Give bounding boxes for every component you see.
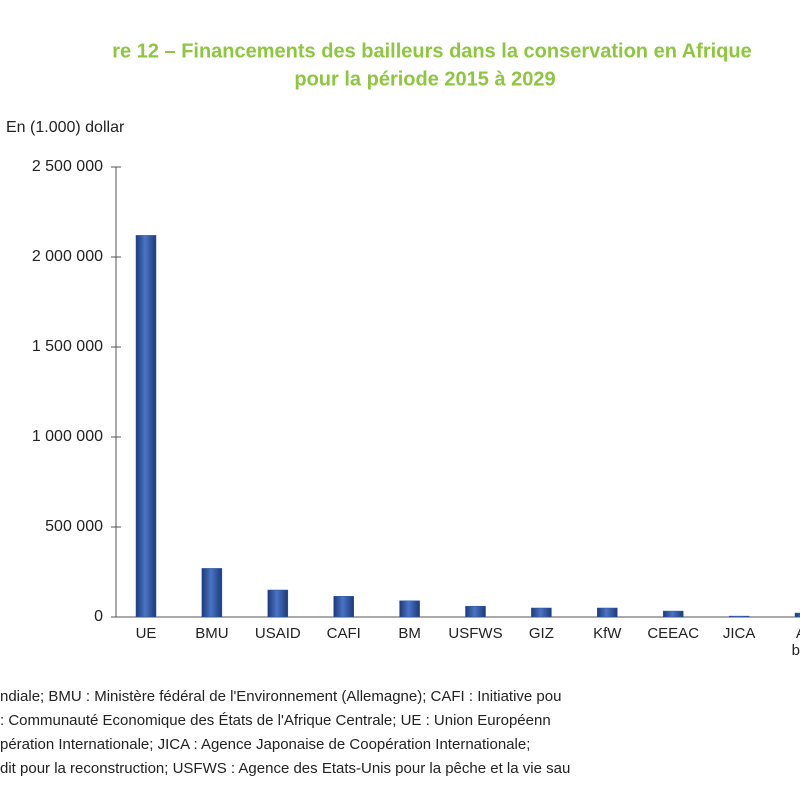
y-tick-label: 1 000 000 xyxy=(32,428,103,445)
y-tick-label: 1 500 000 xyxy=(32,338,103,355)
x-tick-label: CEEAC xyxy=(647,625,699,642)
y-axis-label: En (1.000) dollar xyxy=(6,119,125,136)
y-tick-label: 0 xyxy=(94,608,103,625)
bar xyxy=(794,612,800,618)
x-tick-label: Aubaill xyxy=(792,625,800,659)
bar xyxy=(465,605,486,618)
y-tick-label: 2 000 000 xyxy=(32,248,103,265)
bar xyxy=(399,600,420,618)
bar xyxy=(201,568,223,618)
bar xyxy=(597,607,618,618)
y-tick-label: 500 000 xyxy=(45,518,103,535)
x-tick-label: JICA xyxy=(723,625,756,642)
bar xyxy=(728,615,750,618)
bar xyxy=(531,607,552,618)
x-tick-label: BMU xyxy=(195,625,228,642)
bar xyxy=(267,589,289,618)
footnote-line: ndiale; BMU : Ministère fédéral de l'Env… xyxy=(0,688,561,705)
bar xyxy=(333,596,354,618)
x-tick-label: CAFI xyxy=(327,625,361,642)
footnote-line: pération Internationale; JICA : Agence J… xyxy=(0,736,530,753)
x-tick-label: BM xyxy=(398,625,421,642)
x-tick-label: USFWS xyxy=(448,625,502,642)
chart-title: re 12 – Financements des bailleurs dans … xyxy=(112,40,751,62)
x-tick-label: USAID xyxy=(255,625,301,642)
y-tick-label: 2 500 000 xyxy=(32,158,103,175)
bar xyxy=(662,610,684,618)
x-tick-label: GIZ xyxy=(529,625,554,642)
x-tick-label: UE xyxy=(136,625,157,642)
chart-subtitle: pour la période 2015 à 2029 xyxy=(294,68,555,90)
x-tick-label: KfW xyxy=(593,625,622,642)
bar xyxy=(135,235,157,618)
footnote-line: : Communauté Economique des États de l'A… xyxy=(0,712,551,729)
footnote-line: dit pour la reconstruction; USFWS : Agen… xyxy=(0,760,570,777)
